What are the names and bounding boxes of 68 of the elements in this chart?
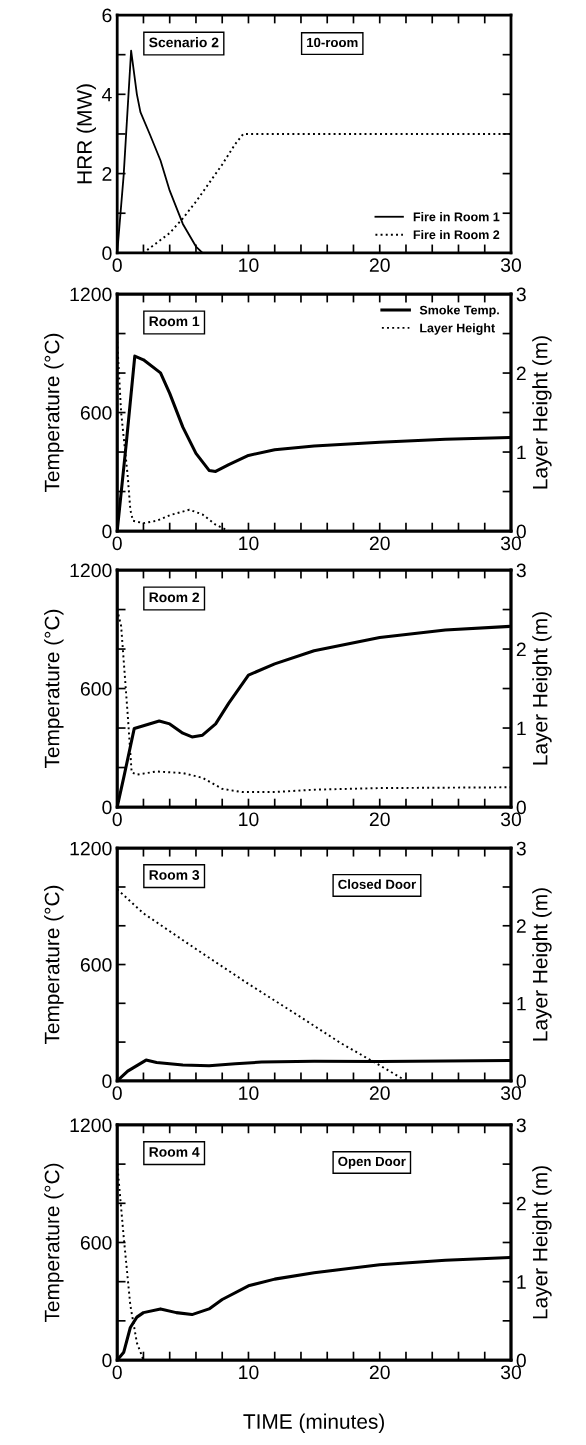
y-tick-label: 0 [102,524,112,539]
y-tick-label: 1200 [70,563,112,578]
y-tick-label: 1200 [70,1118,112,1133]
x-tick-label: 0 [112,1365,122,1380]
x-tick-label: 20 [369,258,390,273]
y-axis-title: Temperature (°C) [44,609,64,769]
y2-tick-label: 3 [516,841,526,856]
y2-tick-label: 1 [517,1275,526,1289]
x-tick-label: 10 [239,1365,259,1380]
annotation: 10-room [307,37,358,48]
y2-tick-label: 1 [517,721,526,736]
y2-tick-label: 1 [517,445,526,460]
y-tick-label: 6 [102,8,112,23]
x-tick-label: 0 [112,1086,122,1100]
y-tick-label: 600 [80,682,112,696]
x-tick-label: 20 [369,1086,390,1100]
y2-tick-label: 2 [516,642,526,657]
y2-tick-label: 2 [516,366,526,381]
y-tick-label: 1200 [70,841,112,856]
y-axis-title: HRR (MW) [76,84,96,184]
annotation: Room 3 [149,870,200,880]
y2-axis-title: Layer Height (m) [532,1166,552,1319]
y2-tick-label: 3 [516,287,526,302]
annotation: Scenario 2 [149,37,219,48]
x-tick-label: 0 [112,812,122,827]
y-axis-title: Temperature (°C) [44,885,64,1045]
x-tick-label: 10 [239,258,259,273]
y-tick-label: 600 [80,406,112,420]
y-tick-label: 2 [102,167,112,181]
x-tick-label: 10 [239,536,259,551]
legend-label: Fire in Room 1 [413,212,500,222]
y2-tick-label: 0 [516,1074,526,1089]
y2-tick-label: 3 [516,1118,526,1133]
y2-tick-label: 2 [516,919,526,933]
y2-tick-label: 3 [516,563,526,578]
y-tick-label: 0 [102,1074,112,1089]
x-axis-title: TIME (minutes) [243,1413,384,1433]
y-tick-label: 4 [101,87,112,102]
annotation: Open Door [338,1156,406,1169]
annotation: Room 1 [149,316,200,327]
x-tick-label: 30 [500,1086,522,1100]
y-axis-title: Temperature (°C) [44,1163,64,1322]
legend-label: Fire in Room 2 [413,229,500,240]
y-tick-label: 0 [102,1353,112,1368]
annotation: Room 2 [149,592,200,603]
x-tick-label: 10 [239,1086,259,1100]
x-tick-label: 20 [369,1365,390,1380]
x-tick-label: 20 [369,812,390,827]
y2-axis-title: Layer Height (m) [532,888,552,1041]
x-tick-label: 0 [112,536,122,551]
y2-axis-title: Layer Height (m) [532,612,552,765]
y-tick-label: 0 [102,800,112,815]
y-axis-title: Temperature (°C) [44,333,64,493]
x-tick-label: 20 [369,536,390,551]
y-tick-label: 600 [80,1235,112,1250]
y2-tick-label: 2 [516,1196,526,1211]
annotation: Room 4 [149,1147,200,1157]
y-tick-label: 1200 [70,287,112,302]
y2-tick-label: 1 [517,996,526,1011]
x-tick-label: 30 [500,258,522,273]
x-tick-label: 0 [112,258,122,273]
annotation: Closed Door [338,879,416,889]
legend-label: Layer Height [420,323,495,335]
y2-axis-title: Layer Height (m) [532,336,552,489]
legend-label: Smoke Temp. [419,305,499,317]
y-tick-label: 0 [102,246,112,261]
y-tick-label: 600 [80,958,112,972]
x-tick-label: 10 [239,812,259,827]
